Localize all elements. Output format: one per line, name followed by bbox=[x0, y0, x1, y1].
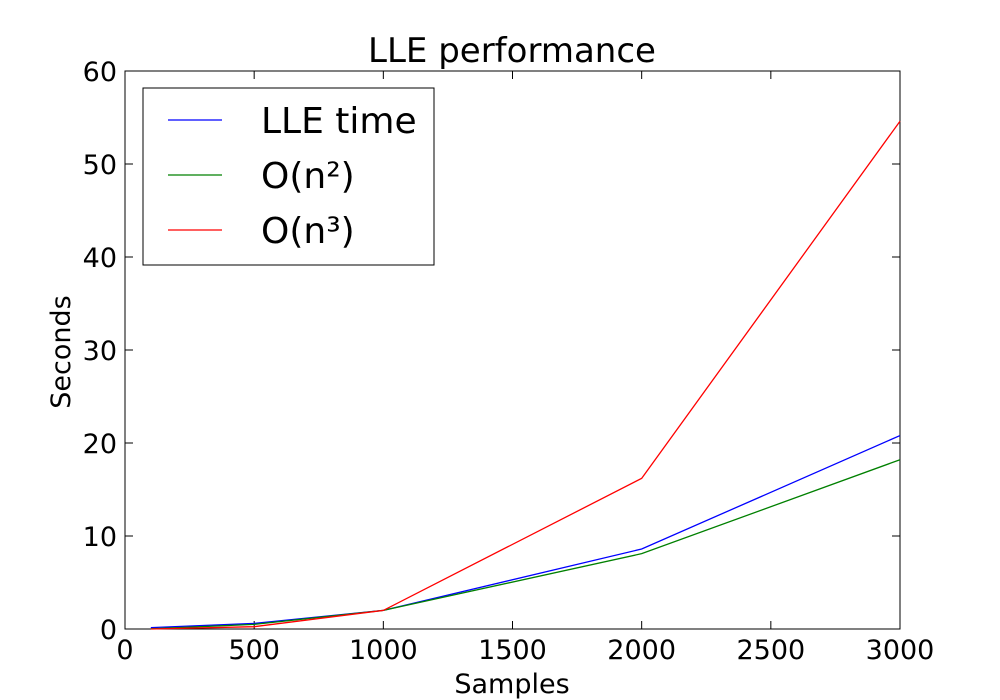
legend-box bbox=[142, 87, 435, 266]
legend-label-o-n2: O(n²) bbox=[261, 156, 355, 197]
y-tick-label: 10 bbox=[83, 522, 117, 553]
y-tick-label: 50 bbox=[83, 150, 117, 181]
x-tick-label: 2000 bbox=[607, 635, 676, 666]
x-tick-label: 0 bbox=[116, 635, 133, 666]
legend-label-o-n3: O(n³) bbox=[261, 211, 355, 252]
y-axis-ticks: 0 10 20 30 40 50 60 bbox=[83, 57, 900, 646]
y-tick-label: 20 bbox=[83, 429, 117, 460]
x-axis-ticks: 0 500 1000 1500 2000 2500 3000 bbox=[116, 71, 934, 666]
y-tick-label: 0 bbox=[100, 615, 117, 646]
x-tick-label: 3000 bbox=[866, 635, 935, 666]
y-axis-label: Seconds bbox=[46, 295, 77, 408]
y-tick-label: 40 bbox=[83, 243, 117, 274]
series-lines bbox=[150, 120, 901, 630]
series-line-2 bbox=[150, 120, 901, 630]
x-tick-label: 1500 bbox=[478, 635, 547, 666]
series-line-0 bbox=[150, 434, 901, 629]
y-tick-label: 30 bbox=[83, 336, 117, 367]
x-tick-label: 2500 bbox=[736, 635, 805, 666]
x-tick-label: 1000 bbox=[349, 635, 418, 666]
legend-label-lle-time: LLE time bbox=[261, 101, 417, 142]
x-axis-label: Samples bbox=[454, 669, 569, 700]
chart-title: LLE performance bbox=[368, 31, 656, 71]
x-tick-label: 500 bbox=[228, 635, 280, 666]
legend: LLE time O(n²) O(n³) bbox=[142, 87, 435, 266]
y-tick-label: 60 bbox=[83, 57, 117, 88]
